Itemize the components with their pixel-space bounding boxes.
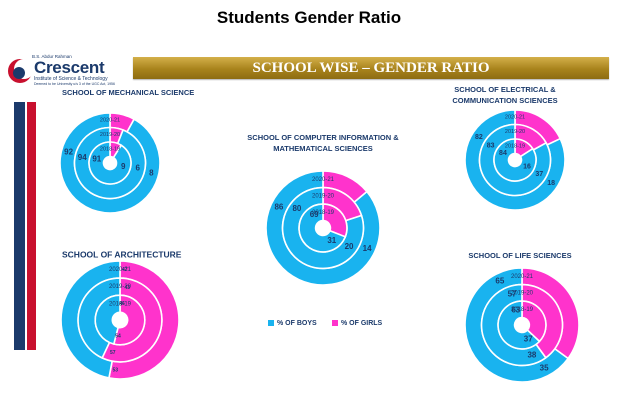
girls-value-label: 54 bbox=[115, 333, 121, 339]
girls-value-label: 14 bbox=[363, 244, 372, 253]
girls-value-label: 37 bbox=[524, 334, 533, 343]
boys-value-label: 47 bbox=[122, 267, 128, 273]
legend-girls-swatch bbox=[332, 320, 338, 326]
chart-title: COMMUNICATION SCIENCES bbox=[452, 96, 557, 105]
girls-value-label: 16 bbox=[523, 163, 531, 170]
boys-value-label: 92 bbox=[64, 147, 73, 156]
legend-boys-swatch bbox=[268, 320, 274, 326]
boys-value-label: 82 bbox=[475, 134, 483, 141]
girls-value-label: 18 bbox=[547, 180, 555, 187]
boys-value-label: 84 bbox=[499, 150, 507, 157]
ring-year-label: 2019-20 bbox=[100, 132, 120, 138]
ring-year-label: 2020-21 bbox=[511, 274, 534, 280]
girls-value-label: 57 bbox=[110, 350, 116, 356]
chart-title: SCHOOL OF ELECTRICAL & bbox=[454, 85, 556, 94]
ring-year-label: 2018-19 bbox=[109, 301, 132, 307]
donut-hole bbox=[315, 220, 331, 236]
boys-value-label: 83 bbox=[487, 142, 495, 149]
boys-value-label: 46 bbox=[119, 301, 125, 307]
institution-logo: B.S. Abdur Rahman Crescent Institute of … bbox=[6, 54, 124, 88]
ring-year-label: 2018-19 bbox=[511, 307, 534, 313]
donut-hole bbox=[514, 317, 530, 333]
chart-title: SCHOOL OF COMPUTER INFORMATION & bbox=[247, 133, 399, 142]
boys-value-label: 69 bbox=[310, 210, 319, 219]
legend-girls-label: % OF GIRLS bbox=[341, 320, 383, 327]
donut-hole bbox=[112, 312, 128, 328]
logo-subtitle: Institute of Science & Technology bbox=[34, 76, 108, 82]
girls-value-label: 31 bbox=[327, 236, 336, 245]
ring-year-label: 2020-21 bbox=[109, 267, 132, 273]
legend-boys-label: % OF BOYS bbox=[277, 320, 317, 327]
ring-year-label: 2020-21 bbox=[505, 115, 525, 121]
chart-title: SCHOOL OF LIFE SCIENCES bbox=[468, 251, 571, 260]
page-title: Students Gender Ratio bbox=[216, 8, 402, 27]
boys-value-label: 63 bbox=[511, 306, 520, 315]
boys-value-label: 57 bbox=[508, 289, 517, 298]
crescent-emblem-icon bbox=[8, 59, 32, 83]
donut-hole bbox=[103, 156, 117, 170]
ring-year-label: 2018-19 bbox=[505, 144, 525, 150]
chart-title: SCHOOL OF MECHANICAL SCIENCE bbox=[62, 88, 194, 97]
girls-value-label: 6 bbox=[136, 163, 141, 172]
boys-value-label: 94 bbox=[78, 153, 87, 162]
ring-year-label: 2018-19 bbox=[100, 147, 120, 153]
ring-year-label: 2019-20 bbox=[511, 290, 534, 296]
ring-year-label: 2019-20 bbox=[505, 129, 525, 135]
girls-value-label: 8 bbox=[149, 169, 154, 178]
ring-year-label: 2020-21 bbox=[100, 118, 120, 124]
side-stripe-red bbox=[27, 102, 36, 350]
chart-title: SCHOOL OF ARCHITECTURE bbox=[62, 249, 182, 259]
boys-value-label: 43 bbox=[124, 285, 130, 291]
girls-value-label: 20 bbox=[345, 242, 354, 251]
logo-tagline: B.S. Abdur Rahman bbox=[32, 54, 72, 59]
boys-value-label: 91 bbox=[92, 154, 101, 163]
girls-value-label: 9 bbox=[121, 162, 126, 171]
ring-year-label: 2018-19 bbox=[312, 210, 335, 216]
ring-year-label: 2020-21 bbox=[312, 177, 335, 183]
chart-title: MATHEMATICAL SCIENCES bbox=[273, 144, 373, 153]
ring-year-label: 2019-20 bbox=[109, 284, 132, 290]
boys-value-label: 80 bbox=[292, 204, 301, 213]
ring-year-label: 2019-20 bbox=[312, 193, 335, 199]
girls-value-label: 37 bbox=[535, 171, 543, 178]
boys-value-label: 65 bbox=[495, 277, 504, 286]
section-banner: SCHOOL WISE – GENDER RATIO bbox=[133, 57, 609, 79]
girls-value-label: 38 bbox=[527, 351, 536, 360]
logo-name: Crescent bbox=[34, 58, 105, 77]
girls-value-label: 53 bbox=[112, 368, 118, 374]
logo-small-text: Deemed to be University u/s 3 of the UGC… bbox=[34, 82, 115, 86]
donut-hole bbox=[508, 153, 522, 167]
girls-value-label: 35 bbox=[540, 364, 549, 373]
side-stripe-blue bbox=[14, 102, 25, 350]
boys-value-label: 86 bbox=[274, 202, 283, 211]
